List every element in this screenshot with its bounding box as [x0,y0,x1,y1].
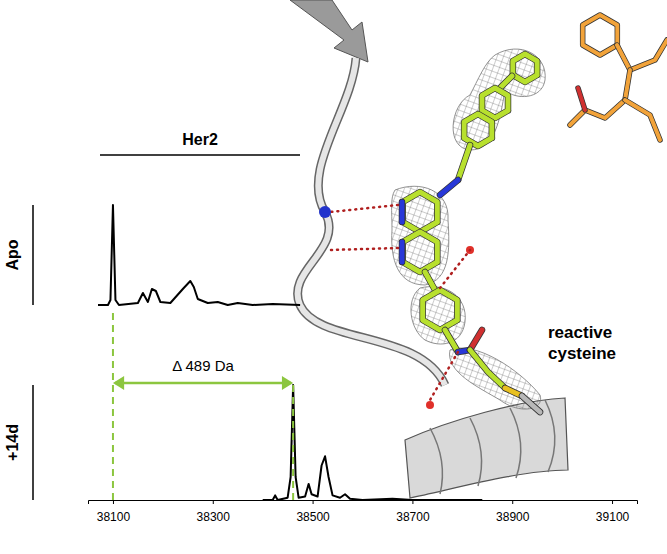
ligand-bond [423,290,458,330]
density-mesh [453,49,545,150]
panel-label: +14d [4,424,21,461]
spectrum-line [98,205,300,305]
ligand-bond [445,330,458,352]
ligand-bond-outline [464,114,492,146]
x-axis-line [89,501,638,505]
x-tick-label: 38500 [296,510,330,524]
beta-strand [290,0,368,62]
ligand-bond [470,350,505,388]
helix [405,398,568,498]
x-tick-mark [412,500,413,504]
ligand-nitrogen [400,202,405,222]
cysteine-bond-outline [522,396,540,412]
ligand-oxygen [470,330,482,350]
ligand-bond-outline [458,145,470,180]
water [426,401,434,409]
hydrogen-bond [440,250,470,288]
x-tick-label: 38700 [396,510,430,524]
x-tick-mark [612,500,613,504]
x-tick-label: 39100 [596,510,630,524]
structure-label: reactivecysteine [548,323,616,363]
cysteine-bond [522,396,540,412]
peptide-oxygen [578,88,585,110]
helix-turn [430,428,442,494]
x-tick: 39100 [596,500,630,524]
intensity-range [32,385,34,500]
peptide-oxygen-outline [578,88,585,110]
ligand-bond-outline [423,290,458,330]
ligand-bond-outline [470,350,505,388]
title: Her2 [182,131,218,148]
spectrum-line [263,385,483,500]
density-mesh [392,186,449,285]
ligand-bond [403,192,438,232]
peptide-bond [570,70,630,125]
peptide-bond [625,100,660,140]
ligand-nitrogen-outline [440,180,458,195]
x-tick-mark [313,500,314,504]
x-tick-mark [113,500,114,504]
peptide-bond [617,40,667,70]
ligand-bond [425,272,435,290]
ligand-nitrogen [400,242,405,262]
helix-turn [510,408,521,478]
structure [290,0,667,498]
x-tick-label: 38900 [496,510,530,524]
peptide-bond-outline [617,40,667,70]
density-mesh [411,287,465,344]
helix-turn [545,400,555,472]
ligand-nitrogen [440,180,458,195]
ligand-bond-outline [513,54,537,82]
x-tick: 38100 [97,500,131,524]
spectrum-group [263,385,483,500]
arrow-head [113,376,124,390]
ligand-bond [500,76,512,88]
x-tick: 38700 [396,500,430,524]
ligand-bond [464,114,492,146]
annotation-arrow [115,382,291,385]
ligand-bond [403,232,438,272]
x-tick-mark [213,500,214,504]
peptide-bond-outline [583,15,618,55]
annotation-guide [112,313,114,500]
ligand-bond-outline [445,330,458,352]
hydrogen-bond [330,205,398,212]
helix-turn [470,418,482,486]
x-tick-label: 38300 [197,510,231,524]
ligand-bond-outline [482,88,508,118]
ligand-oxygen-outline [470,330,482,350]
ligand-bond [513,54,537,82]
annotation-guide [292,385,294,500]
spectrum-group [98,205,300,305]
x-tick: 38500 [296,500,330,524]
x-axis: 38100 38300 38500 38700 38900 39100 [89,500,638,524]
ligand-bond-outline [403,232,438,272]
ligand-bond [482,88,508,118]
peptide-bond-outline [570,70,630,125]
ligand-bond-outline [425,272,435,290]
ligand-bond-outline [500,76,512,88]
arrow-head [282,376,293,390]
ligand-nitrogen-outline [399,202,406,222]
ligand-bond [458,145,470,180]
title-bar [100,154,300,156]
annotation-label: Δ 489 Da [172,357,234,374]
figure: reactivecysteineApo+14d38100383003850038… [0,0,667,554]
x-tick: 38900 [496,500,530,524]
ligand-bond-outline [403,192,438,232]
intensity-range [32,205,34,305]
hydrogen-bond [430,352,458,400]
panel-label: Apo [4,239,21,270]
hydrogen-bond [330,248,398,250]
peptide-bond-outline [625,100,660,140]
x-tick: 38300 [197,500,231,524]
ligand-nitrogen-outline [399,242,406,262]
peptide-bond [583,15,618,55]
x-tick-mark [512,500,513,504]
backbone-atom [319,206,331,218]
x-tick-label: 38100 [97,510,131,524]
